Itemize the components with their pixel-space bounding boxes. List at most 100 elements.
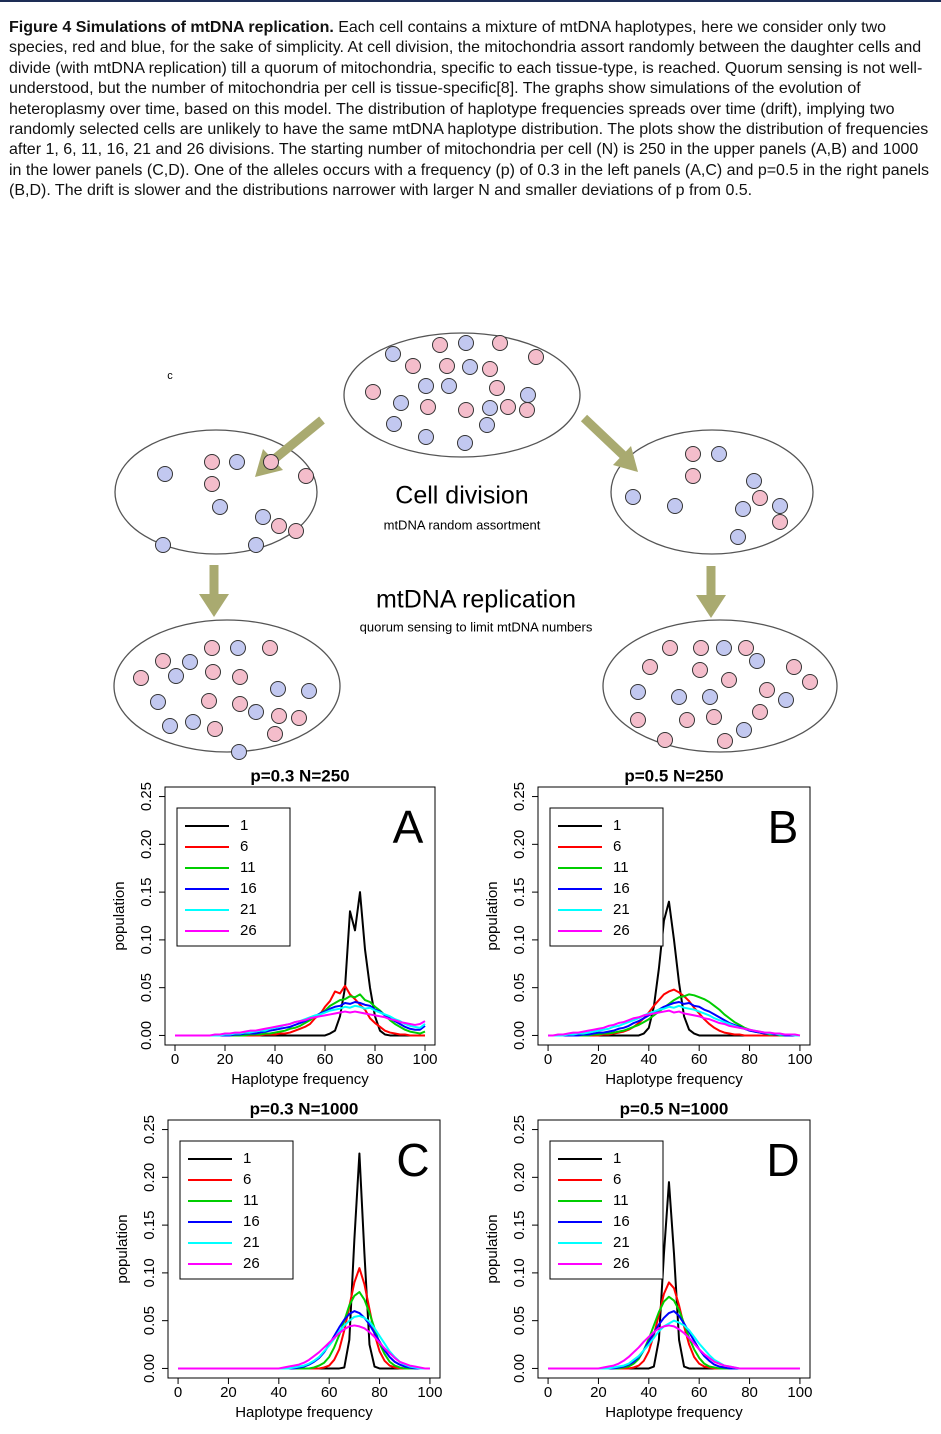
y-tick-label: 0.10 [511,1258,528,1287]
x-tick-label: 20 [217,1051,234,1068]
mtdna-blue [716,640,732,656]
x-tick-label: 40 [270,1384,287,1401]
mtdna-red [133,670,149,686]
legend-label: 21 [240,901,257,918]
chart-title: p=0.5 N=1000 [620,1099,729,1118]
cell [602,619,838,753]
legend-label: 21 [613,901,630,918]
legend-label: 6 [243,1171,251,1188]
y-tick-label: 0.05 [141,1306,158,1335]
y-tick-label: 0.05 [138,973,155,1002]
mtdna-red [204,476,220,492]
legend-label: 21 [243,1234,260,1251]
y-tick-label: 0.20 [138,830,155,859]
y-axis-label: population [484,1214,501,1283]
mtdna-red [205,664,221,680]
mtdna-blue [702,689,718,705]
arrow-head [613,446,638,472]
mtdna-blue [625,489,641,505]
legend-label: 21 [613,1234,630,1251]
data-line [548,1009,801,1037]
x-tick-label: 80 [371,1384,388,1401]
y-tick-label: 0.00 [511,1354,528,1383]
caption-text: Each cell contains a mixture of mtDNA ha… [9,19,930,200]
panel-label: B [768,801,799,853]
plot-frame [164,786,436,1046]
panel-label: A [393,801,424,853]
mtdna-red [204,454,220,470]
mtdna-blue [479,417,495,433]
mtdna-red [271,708,287,724]
plot-frame [537,1119,811,1379]
mtdna-blue [248,537,264,553]
y-tick-label: 0.15 [141,1211,158,1240]
mtdna-blue [746,473,762,489]
mtdna-blue [458,335,474,351]
diagram-subheading: quorum sensing to limit mtDNA numbers [360,619,593,634]
y-tick-label: 0.05 [511,1306,528,1335]
mtdna-red [263,454,279,470]
x-tick-label: 0 [174,1384,182,1401]
x-axis-label: Haplotype frequency [231,1071,369,1088]
x-tick-label: 100 [417,1384,442,1401]
mtdna-red [738,640,754,656]
x-tick-label: 100 [787,1051,812,1068]
legend-label: 16 [240,880,257,897]
x-tick-label: 0 [171,1051,179,1068]
diagram-heading: Cell division [395,482,528,510]
y-tick-label: 0.25 [511,782,528,811]
mtdna-red [500,399,516,415]
mtdna-red [706,709,722,725]
mtdna-blue [155,537,171,553]
mtdna-red [692,662,708,678]
mtdna-blue [441,378,457,394]
mtdna-red [298,468,314,484]
mtdna-red [420,399,436,415]
mtdna-red [155,653,171,669]
mtdna-blue [772,498,788,514]
x-tick-label: 20 [220,1384,237,1401]
x-tick-label: 80 [367,1051,384,1068]
mtdna-blue [457,435,473,451]
caption-title: Simulations of mtDNA replication. [75,19,334,36]
mtdna-blue [182,654,198,670]
plot-frame [167,1119,441,1379]
arrow-head [199,594,229,617]
mtdna-blue [229,454,245,470]
x-tick-label: 80 [741,1051,758,1068]
mtdna-red [365,384,381,400]
y-tick-label: 0.25 [511,1115,528,1144]
mtdna-blue [736,722,752,738]
mtdna-blue [778,692,794,708]
panel-label: D [766,1134,799,1186]
x-tick-label: 0 [544,1384,552,1401]
mtdna-red [752,490,768,506]
mtdna-red [271,518,287,534]
mtdna-red [482,361,498,377]
y-tick-label: 0.05 [511,973,528,1002]
y-tick-label: 0.00 [511,1021,528,1050]
y-tick-label: 0.15 [511,878,528,907]
x-tick-label: 60 [691,1384,708,1401]
chart-title: p=0.3 N=1000 [250,1099,359,1118]
legend-label: 11 [240,859,256,876]
mtdna-red [204,640,220,656]
x-tick-label: 100 [412,1051,437,1068]
mtdna-red [752,704,768,720]
mtdna-red [432,337,448,353]
mtdna-red [772,514,788,530]
mtdna-blue [185,714,201,730]
mtdna-blue [482,400,498,416]
mtdna-blue [231,744,247,760]
mtdna-red [693,640,709,656]
mtdna-blue [671,689,687,705]
chart-title: p=0.5 N=250 [624,766,723,785]
data-line [548,993,800,1037]
legend-label: 26 [613,1255,630,1272]
data-line [178,1310,430,1370]
data-line [175,984,425,1037]
x-tick-label: 20 [590,1051,607,1068]
mtdna-red [759,682,775,698]
legend-label: 16 [613,1213,630,1230]
x-tick-label: 100 [787,1384,812,1401]
